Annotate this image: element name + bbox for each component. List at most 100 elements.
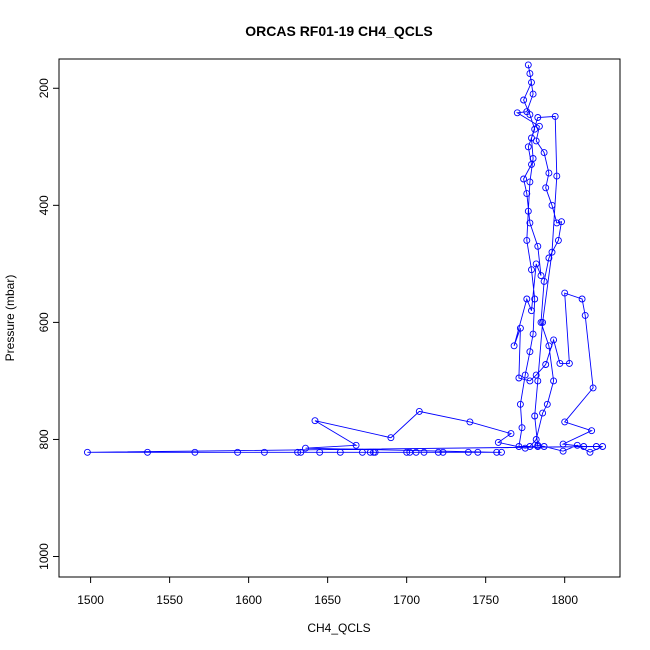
data-point [415,407,423,415]
data-point [548,201,556,209]
data-point [302,444,309,452]
plot-frame [58,58,621,578]
data-point [532,436,540,443]
data-point [534,242,542,250]
data-point [599,443,607,450]
data-point [311,417,319,425]
data-point [524,143,532,151]
data-point [507,430,515,438]
data-point [520,96,528,104]
data-point [551,112,559,120]
x-tick-label: 1500 [77,593,104,607]
data-point [474,448,482,456]
data-point [539,318,547,326]
data-point [573,441,581,449]
data-point [553,219,561,227]
data-point [498,448,505,456]
y-axis: 200 400 600 800 1000 [37,78,59,570]
data-point [464,448,472,456]
data-point [545,169,553,177]
data-point [548,248,556,256]
data-point [588,427,596,435]
series-line [87,64,603,453]
data-point [336,448,344,456]
data-point [516,400,524,408]
data-point [542,184,550,192]
data-point [556,359,564,367]
data-point [540,149,548,157]
data-point [559,440,567,448]
y-tick-label: 800 [37,429,51,449]
data-point [370,448,377,456]
x-axis: 1500 1550 1600 1650 1700 1750 1800 [77,577,578,607]
plot-series [83,61,607,456]
data-point [529,155,537,162]
x-tick-label: 1600 [235,593,262,607]
data-point [521,444,529,452]
data-point [540,277,548,285]
data-point [545,254,553,262]
data-point [466,418,474,426]
data-point [545,342,553,350]
data-point [528,307,535,315]
x-tick-label: 1700 [393,593,420,607]
data-point [526,348,534,356]
data-point [515,443,523,450]
y-axis-label: Pressure (mbar) [3,275,17,362]
data-point [578,295,586,303]
data-point [523,236,531,244]
data-point [520,175,528,183]
data-point [523,190,531,198]
data-point [524,207,532,215]
data-point [521,371,529,379]
data-point [561,289,569,297]
data-point [539,409,547,417]
data-point [358,448,366,456]
data-point [589,384,597,392]
data-point [366,448,374,456]
x-tick-label: 1750 [472,593,499,607]
x-tick-label: 1800 [551,593,578,607]
chart-title: ORCAS RF01-19 CH4_QCLS [245,23,433,39]
data-point [528,266,535,274]
x-axis-label: CH4_QCLS [307,621,370,635]
data-point [524,61,532,69]
data-point [510,342,518,350]
data-point [523,108,531,116]
data-point [403,448,411,456]
data-point [586,448,594,456]
data-point [412,448,420,456]
data-point [352,441,360,449]
data-point [561,418,569,426]
data-point [494,438,502,446]
x-tick-label: 1550 [156,593,183,607]
data-point [542,361,550,368]
data-point [581,311,589,319]
data-point [526,377,534,385]
data-point [528,78,535,86]
y-tick-label: 600 [37,312,51,332]
data-point [529,330,537,338]
data-point [559,447,567,455]
data-point [531,412,539,420]
data-point [526,443,534,450]
data-point [387,434,395,442]
data-point [515,374,523,382]
data-point [534,114,542,121]
data-point [297,448,305,456]
data-point [526,219,534,227]
data-point [523,295,531,303]
data-point [554,236,562,244]
data-point [534,377,542,385]
data-point [513,109,521,117]
data-point [558,218,565,226]
data-point [532,260,540,268]
data-point [534,443,542,450]
data-point [493,448,501,456]
data-point [580,443,588,450]
y-tick-label: 1000 [37,543,51,570]
data-point [553,172,561,180]
data-point [420,448,428,456]
data-point [543,400,551,408]
